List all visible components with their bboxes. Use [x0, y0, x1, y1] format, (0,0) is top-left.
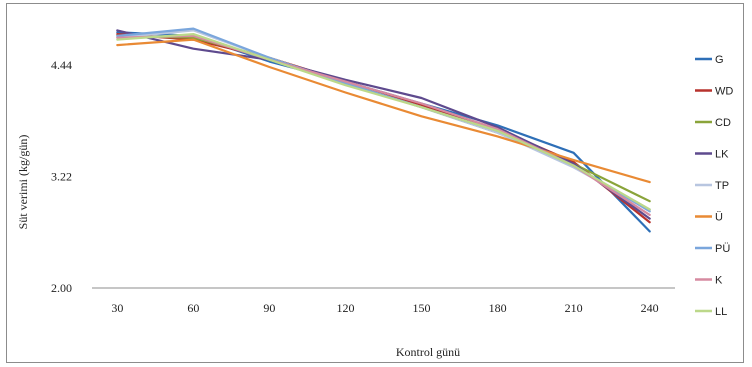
legend-label-WD: WD [715, 86, 733, 98]
legend-label-K: K [715, 275, 723, 287]
chart-frame: 2.00 3.22 4.44 30 60 90 120 150 180 210 240 G WD CD… [6, 3, 744, 363]
x-tick-label: 240 [641, 301, 659, 315]
series-line-K [116, 34, 651, 216]
x-tick-label: 120 [336, 301, 354, 315]
y-tick-label: 3.22 [51, 170, 72, 184]
x-tick-label: 150 [413, 301, 431, 315]
legend-label-G: G [715, 54, 724, 66]
series-line-LL [116, 33, 651, 211]
x-tick-label: 180 [489, 301, 507, 315]
legend-label-LK: LK [715, 149, 729, 161]
legend-label-LL: LL [715, 306, 727, 318]
legend: G WD CD LK TP Ü PÜ K LL [695, 54, 733, 318]
legend-label-CD: CD [715, 117, 731, 129]
series-line-TP [116, 29, 651, 211]
y-axis-title: Süt verimi (kg/gün) [16, 135, 30, 230]
series-line-LK [116, 29, 651, 220]
y-tick-label: 4.44 [51, 58, 72, 72]
line-chart: 2.00 3.22 4.44 30 60 90 120 150 180 210 240 G WD CD… [16, 27, 733, 359]
x-tick-label: 60 [187, 301, 199, 315]
y-tick-labels: 2.00 3.22 4.44 [51, 58, 72, 295]
x-axis-title: Kontrol günü [396, 345, 460, 359]
series-line-CD [116, 34, 651, 203]
series-lines [116, 27, 651, 233]
x-tick-label: 90 [263, 301, 275, 315]
y-tick-label: 2.00 [51, 281, 72, 295]
x-tick-label: 30 [111, 301, 123, 315]
series-line-WD [116, 33, 651, 224]
legend-label-TP: TP [715, 180, 729, 192]
legend-label-PÜ: PÜ [715, 243, 730, 255]
series-line-Ü [116, 38, 651, 184]
series-line-PÜ [116, 27, 651, 213]
x-tick-labels: 30 60 90 120 150 180 210 240 [111, 301, 658, 315]
x-tick-label: 210 [565, 301, 583, 315]
series-line-G [116, 31, 651, 233]
legend-label-Ü: Ü [715, 212, 723, 224]
